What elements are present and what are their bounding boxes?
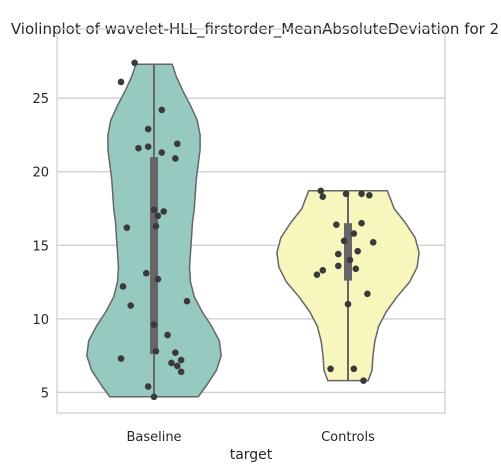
iqr-box-baseline xyxy=(150,157,158,355)
y-tick-label-5: 5 xyxy=(41,386,49,401)
point-baseline-21 xyxy=(135,144,142,152)
point-baseline-23 xyxy=(158,149,166,156)
point-baseline-7 xyxy=(172,349,179,356)
point-controls-14 xyxy=(350,230,358,237)
point-baseline-17 xyxy=(152,222,160,230)
y-tick-label-25: 25 xyxy=(32,92,49,107)
point-controls-8 xyxy=(335,262,342,270)
point-controls-12 xyxy=(369,239,377,246)
point-baseline-3 xyxy=(173,362,181,370)
point-controls-13 xyxy=(340,237,348,245)
point-baseline-20 xyxy=(150,206,158,214)
inner-boxes xyxy=(150,64,352,397)
strip-points xyxy=(117,59,377,401)
point-baseline-0 xyxy=(150,393,158,401)
point-controls-18 xyxy=(366,191,373,199)
point-baseline-27 xyxy=(158,106,166,114)
violins xyxy=(86,63,420,398)
point-baseline-6 xyxy=(117,355,125,362)
point-baseline-1 xyxy=(144,383,152,390)
x-axis-label: target xyxy=(230,447,273,463)
point-controls-16 xyxy=(358,219,365,227)
point-baseline-4 xyxy=(168,359,175,367)
point-baseline-14 xyxy=(154,275,162,283)
point-controls-3 xyxy=(344,300,352,308)
point-controls-20 xyxy=(342,190,350,198)
point-baseline-24 xyxy=(172,155,179,162)
plot-frame xyxy=(56,28,446,414)
point-baseline-18 xyxy=(154,212,162,220)
point-baseline-13 xyxy=(119,283,127,290)
x-tick-label-baseline: Baseline xyxy=(126,430,181,445)
point-controls-6 xyxy=(319,266,327,274)
y-tick-label-10: 10 xyxy=(32,313,49,328)
point-controls-1 xyxy=(327,365,334,373)
point-baseline-5 xyxy=(177,356,185,364)
point-baseline-12 xyxy=(183,297,191,305)
point-controls-2 xyxy=(350,365,358,373)
point-baseline-15 xyxy=(142,269,150,277)
y-axis-ticks: 5 10 15 20 25 xyxy=(32,92,49,401)
point-controls-9 xyxy=(346,256,354,264)
point-baseline-10 xyxy=(150,321,158,329)
point-baseline-28 xyxy=(117,78,125,86)
iqr-box-controls xyxy=(344,223,352,281)
point-baseline-8 xyxy=(152,347,160,355)
point-baseline-16 xyxy=(123,224,131,231)
point-controls-0 xyxy=(360,377,367,384)
point-controls-10 xyxy=(335,250,342,258)
point-controls-5 xyxy=(313,271,321,279)
point-baseline-9 xyxy=(164,331,171,339)
point-controls-15 xyxy=(333,221,340,228)
point-baseline-29 xyxy=(131,59,138,67)
point-baseline-11 xyxy=(127,302,135,309)
point-controls-17 xyxy=(319,193,327,201)
y-tick-label-20: 20 xyxy=(32,166,49,181)
point-controls-11 xyxy=(354,247,362,255)
point-baseline-22 xyxy=(144,143,152,151)
point-baseline-19 xyxy=(160,208,167,215)
point-baseline-26 xyxy=(144,125,152,133)
point-controls-19 xyxy=(358,190,365,198)
point-baseline-25 xyxy=(173,140,181,148)
x-tick-label-controls: Controls xyxy=(321,430,375,445)
point-controls-21 xyxy=(317,187,325,195)
point-controls-7 xyxy=(352,265,360,273)
y-tick-label-15: 15 xyxy=(32,239,49,254)
x-axis-ticks: Baseline Controls xyxy=(126,430,375,445)
point-baseline-2 xyxy=(177,368,185,376)
point-controls-4 xyxy=(364,290,371,298)
